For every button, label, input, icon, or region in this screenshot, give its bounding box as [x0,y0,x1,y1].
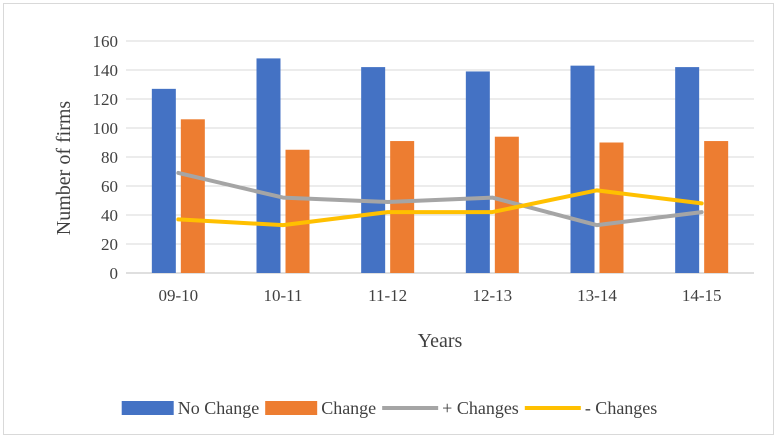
y-tick-label: 40 [101,206,118,225]
y-ticks-layer: 0 20 40 60 80 100 120 140 160 [93,32,119,283]
x-tick-label: 09-10 [158,286,198,305]
bars-layer [151,58,729,274]
x-tick-label: 10-11 [263,286,302,305]
y-axis-title: Number of firms [53,101,75,236]
bar-no-change [570,65,595,274]
legend-swatch-no-change [121,401,174,415]
line-plus-changes [176,170,704,228]
y-tick-label: 120 [93,90,119,109]
line-minus-changes [176,188,704,228]
lines-layer [176,170,704,228]
legend-swatch-change [265,401,318,415]
x-axis-title: Years [418,330,463,352]
bar-change [704,141,729,273]
bar-no-change [361,67,386,273]
y-tick-label: 100 [93,119,119,138]
legend-label-change: Change [321,398,376,418]
legend-label-plus-changes: + Changes [442,398,519,418]
bar-no-change [465,71,490,273]
grid-layer [126,40,754,274]
bar-no-change [151,88,176,273]
bar-no-change [256,58,281,274]
legend-label-minus-changes: - Changes [585,398,657,418]
x-tick-label: 13-14 [577,286,617,305]
x-tick-label: 14-15 [682,286,722,305]
legend: No Change Change + Changes - Changes [121,398,657,418]
bar-change [285,149,310,273]
bar-change [180,119,205,273]
y-tick-label: 0 [110,264,119,283]
x-ticks-layer: 09-10 10-11 11-12 12-13 13-14 14-15 [158,286,721,305]
bar-change [599,142,624,273]
bar-no-change [675,67,700,273]
y-tick-label: 80 [101,148,118,167]
y-tick-label: 160 [93,32,119,51]
y-tick-label: 140 [93,61,119,80]
y-tick-label: 20 [101,235,118,254]
legend-label-no-change: No Change [178,398,259,418]
x-tick-label: 12-13 [472,286,512,305]
x-tick-label: 11-12 [368,286,407,305]
y-tick-label: 60 [101,177,118,196]
bar-change [390,141,415,273]
